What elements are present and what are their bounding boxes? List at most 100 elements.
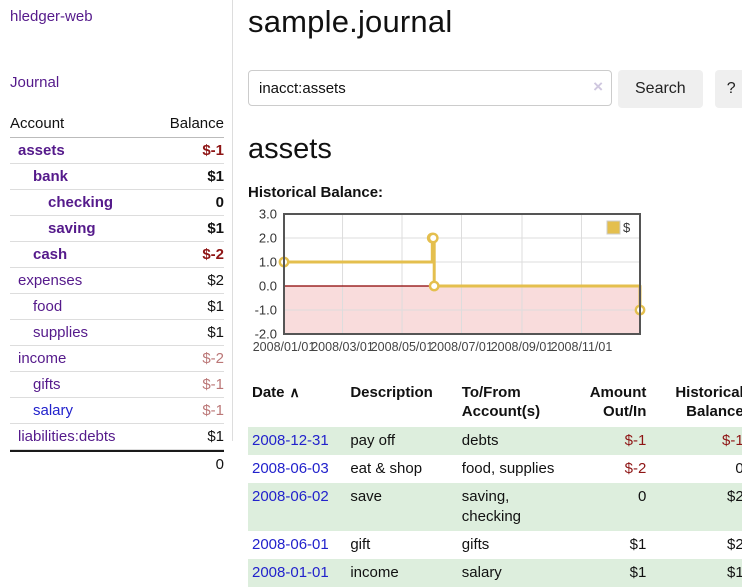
account-balance: $1 [207,220,224,237]
balance-column-header: Balance [169,115,224,132]
account-balance: $-1 [202,402,224,419]
transaction-balance: $2 [727,536,742,553]
account-link[interactable]: saving [48,220,96,237]
sidebar-item-journal[interactable]: Journal [10,74,60,91]
account-column-header: Account [10,115,65,132]
account-row: income $-2 [10,346,224,372]
account-balance: $-2 [202,350,224,367]
accounts-column-header: To/From Account(s) [461,384,541,420]
x-axis-tick: 2008/07/01 [430,340,493,354]
transaction-date-link[interactable]: 2008-12-31 [252,432,329,449]
account-row: checking 0 [10,190,224,216]
transaction-date: 2008-01-01 [248,559,346,587]
date-column-header[interactable]: Date ∧ [252,384,300,401]
chart-canvas: 3.0 2.0 1.0 0.0 -1.0 -2.02008/01/012008/03/01… [253,207,646,354]
account-link[interactable]: supplies [33,324,89,341]
account-row: expenses $2 [10,268,224,294]
account-link[interactable]: gifts [33,376,61,393]
amount-column-header: Amount Out/In [589,384,647,420]
transaction-balance: $1 [727,564,742,581]
account-link[interactable]: liabilities:debts [18,428,116,445]
y-axis-tick: 2.0 [259,231,277,246]
y-axis-tick: 0.0 [259,279,277,294]
accounts-total: 0 [10,450,224,477]
transaction-accounts: debts [461,432,499,449]
accounts-table: Account Balance assets $-1 bank $1 check… [10,112,224,477]
transaction-row: 2008-12-31 pay off debts $-1 $-1 [248,427,742,455]
historical-balance-chart: 3.0 2.0 1.0 0.0 -1.0 -2.0 2008/01/01 2008/03/01… [248,207,742,361]
x-axis-tick: 2008/01/01 [253,340,316,354]
account-balance: $2 [207,272,224,289]
search-input[interactable] [248,70,612,106]
account-row: liabilities:debts $1 [10,424,224,450]
y-axis-tick: 3.0 [259,207,277,222]
account-balance: $1 [207,428,224,445]
account-link[interactable]: assets [18,142,65,159]
transaction-row: 2008-01-01 income salary $1 $1 [248,559,742,587]
account-balance: $-1 [202,142,224,159]
transaction-date: 2008-06-03 [248,455,346,483]
account-link[interactable]: food [33,298,63,315]
transaction-description: save [350,488,382,505]
transaction-accounts: food, supplies [461,460,555,477]
search-button[interactable]: Search [618,70,703,108]
transaction-accounts: salary [461,564,502,581]
chart-heading: Historical Balance: [248,184,384,201]
account-row: salary $-1 [10,398,224,424]
transaction-description: pay off [350,432,396,449]
search-bar: × Search ? [248,70,742,108]
x-axis-tick: 2008/11/01 [551,340,613,354]
transaction-description: income [350,564,399,581]
clear-search-icon[interactable]: × [593,77,603,96]
x-axis-tick: 2008/05/01 [371,340,434,354]
account-balance: $-1 [202,376,224,393]
register-table: Date ∧ Description To/From Account(s) Amou… [248,381,742,587]
account-row: gifts $-1 [10,372,224,398]
transaction-date: 2008-06-01 [248,531,346,559]
y-axis-tick: -2.0 [255,327,277,342]
transaction-amount: $1 [629,536,647,553]
main-content: sample.journal × Search ? assets Histori… [233,0,742,587]
transaction-description: eat & shop [350,460,423,477]
legend-swatch [606,220,621,235]
account-link[interactable]: checking [48,194,114,211]
transaction-balance: 0 [735,460,742,477]
y-axis-tick: 1.0 [259,255,277,270]
transaction-date: 2008-06-02 [248,483,346,531]
transaction-date-link[interactable]: 2008-06-01 [252,536,329,553]
account-link[interactable]: bank [33,168,69,185]
transaction-accounts: gifts [461,536,490,553]
transaction-balance: $2 [727,488,742,505]
transaction-date-link[interactable]: 2008-06-03 [252,460,329,477]
account-heading: assets [248,133,332,165]
account-balance: $1 [207,298,224,315]
transaction-date-link[interactable]: 2008-01-01 [252,564,329,581]
description-column-header: Description [350,384,433,401]
transaction-amount: $-2 [624,460,647,477]
transaction-amount: 0 [638,488,647,505]
account-row: cash $-2 [10,242,224,268]
account-link[interactable]: income [18,350,67,367]
balance-column-header: Historical Balance [675,384,742,420]
account-link[interactable]: salary [33,402,74,419]
transaction-date: 2008-12-31 [248,427,346,455]
help-button[interactable]: ? [714,70,742,108]
transaction-description: gift [350,536,371,553]
account-link[interactable]: expenses [18,272,83,289]
account-row: food $1 [10,294,224,320]
transaction-balance: $-1 [722,432,742,449]
sort-ascending-icon: ∧ [289,384,300,400]
account-balance: $-2 [202,246,224,263]
transaction-row: 2008-06-02 save saving, checking 0 $2 [248,483,742,531]
transaction-accounts: saving, checking [461,488,521,525]
account-balance: $1 [207,168,224,185]
transaction-date-link[interactable]: 2008-06-02 [252,488,329,505]
account-row: saving $1 [10,216,224,242]
legend-label: $ [623,220,631,235]
account-link[interactable]: cash [33,246,68,263]
app-title-link[interactable]: hledger-web [10,8,93,25]
page-title: sample.journal [248,4,453,39]
transaction-row: 2008-06-01 gift gifts $1 $2 [248,531,742,559]
transaction-amount: $1 [629,564,647,581]
